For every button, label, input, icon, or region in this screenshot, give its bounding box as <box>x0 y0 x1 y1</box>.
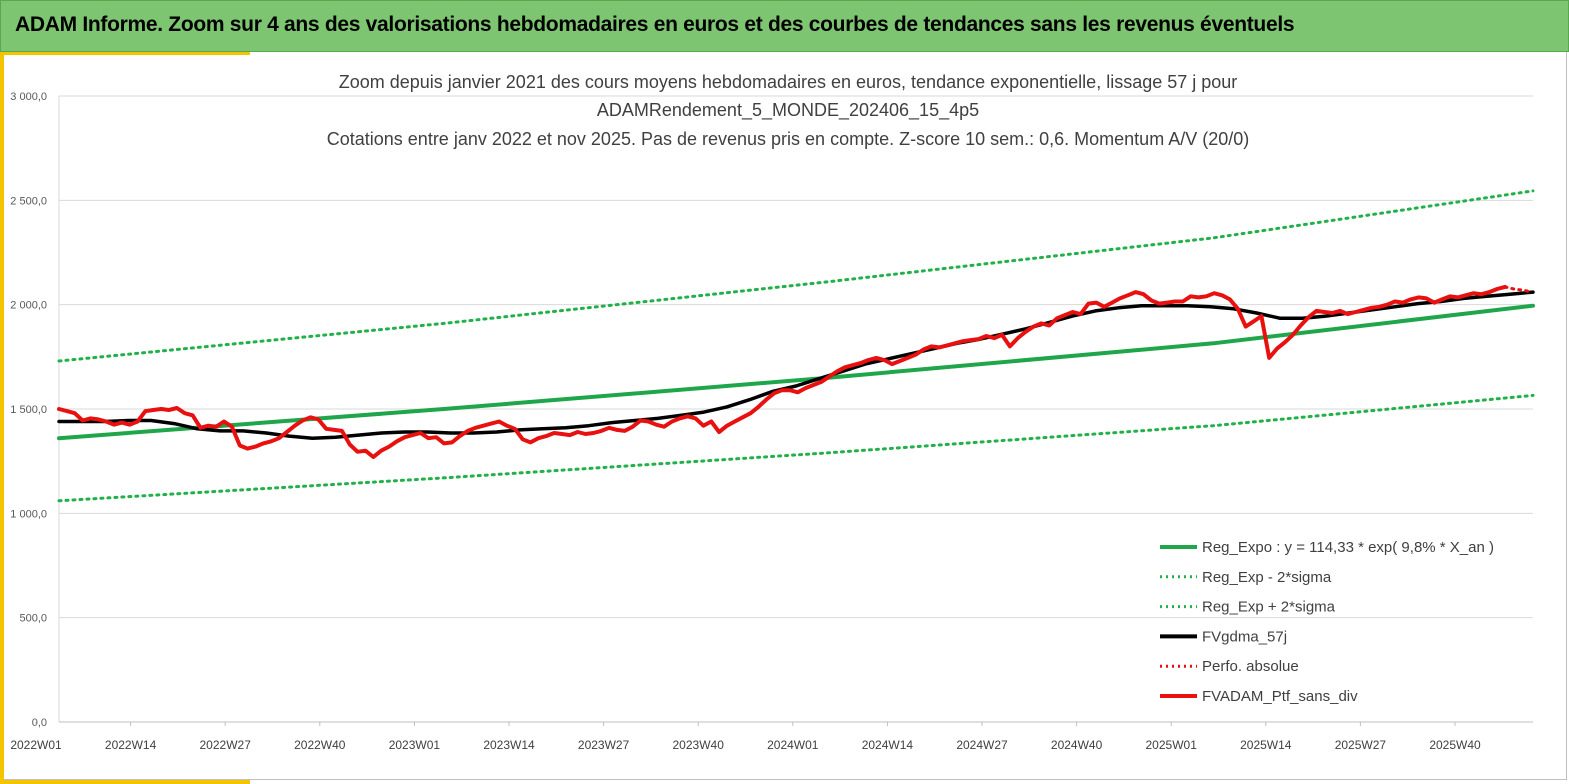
y-tick-label: 2 000,0 <box>10 300 47 312</box>
legend-label: Perfo. absolue <box>1202 658 1299 675</box>
chart-grid <box>58 95 1533 723</box>
x-tick-label: 2025W40 <box>1429 738 1481 752</box>
x-tick-label: 2025W14 <box>1240 738 1292 752</box>
x-tick-label: 2022W01 <box>10 738 62 752</box>
x-tick-label: 2025W01 <box>1146 738 1198 752</box>
chart-title-line: ADAMRendement_5_MONDE_202406_15_4p5 <box>597 100 979 121</box>
x-tick-label: 2023W14 <box>483 738 535 752</box>
series-line-1 <box>57 393 1535 503</box>
y-tick-label: 0,0 <box>32 717 47 729</box>
y-tick-label: 500,0 <box>19 613 47 625</box>
x-tick-label: 2024W14 <box>862 738 914 752</box>
x-tick-label: 2022W14 <box>105 738 157 752</box>
chart-title-line: Zoom depuis janvier 2021 des cours moyen… <box>339 72 1238 92</box>
x-tick-label: 2025W27 <box>1335 738 1387 752</box>
x-tick-label: 2023W40 <box>673 738 725 752</box>
series-line-4 <box>1503 285 1534 294</box>
x-tick-label: 2024W27 <box>956 738 1008 752</box>
legend-label: Reg_Exp - 2*sigma <box>1202 569 1332 586</box>
legend-label: Reg_Expo : y = 114,33 * exp( 9,8% * X_an… <box>1202 539 1494 556</box>
y-tick-label: 1 000,0 <box>10 508 47 520</box>
page-title: ADAM Informe. Zoom sur 4 ans des valoris… <box>15 13 1295 36</box>
accent-bar-top <box>4 52 250 55</box>
accent-bar-bottom <box>0 780 250 784</box>
chart-legend: Reg_Expo : y = 114,33 * exp( 9,8% * X_an… <box>1160 539 1494 705</box>
series-line-2 <box>57 189 1535 363</box>
x-tick-label: 2022W27 <box>200 738 252 752</box>
legend-label: FVgdma_57j <box>1202 628 1287 645</box>
x-tick-label: 2023W01 <box>389 738 441 752</box>
header-banner: ADAM Informe. Zoom sur 4 ans des valoris… <box>0 0 1569 52</box>
x-tick-label: 2023W27 <box>578 738 630 752</box>
chart-series <box>57 189 1535 503</box>
series-line-3 <box>57 290 1535 440</box>
y-tick-label: 2 500,0 <box>10 195 47 207</box>
y-axis: 0,0 500,0 1 000,0 1 500,0 2 000,0 2 500,0 3 00… <box>10 91 47 729</box>
x-tick-label: 2022W40 <box>294 738 346 752</box>
x-tick-label: 2024W40 <box>1051 738 1103 752</box>
chart-frame <box>4 52 1567 780</box>
series-line-5 <box>57 284 1507 459</box>
y-tick-label: 3 000,0 <box>10 91 47 103</box>
legend-label: FVADAM_Ptf_sans_div <box>1202 688 1358 705</box>
x-axis: 2022W01 2022W14 2022W27 2022W40 2023W01 2023W… <box>10 722 1481 752</box>
chart-title-line: Cotations entre janv 2022 et nov 2025. P… <box>327 129 1249 149</box>
x-tick-label: 2024W01 <box>767 738 819 752</box>
chart-title: Zoom depuis janvier 2021 des cours moyen… <box>327 72 1249 149</box>
accent-bar-left <box>0 52 4 784</box>
series-line-0 <box>57 303 1535 441</box>
y-tick-label: 1 500,0 <box>10 404 47 416</box>
legend-label: Reg_Exp + 2*sigma <box>1202 599 1336 616</box>
